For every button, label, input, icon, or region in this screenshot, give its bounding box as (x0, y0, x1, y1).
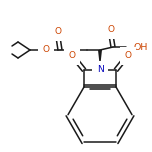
Text: O: O (124, 52, 131, 60)
Text: O: O (43, 45, 50, 55)
Text: N: N (97, 66, 103, 74)
Text: O: O (107, 26, 114, 35)
Polygon shape (98, 50, 102, 68)
Text: O: O (69, 52, 76, 60)
Text: OH: OH (133, 43, 147, 52)
Text: O: O (55, 28, 62, 36)
